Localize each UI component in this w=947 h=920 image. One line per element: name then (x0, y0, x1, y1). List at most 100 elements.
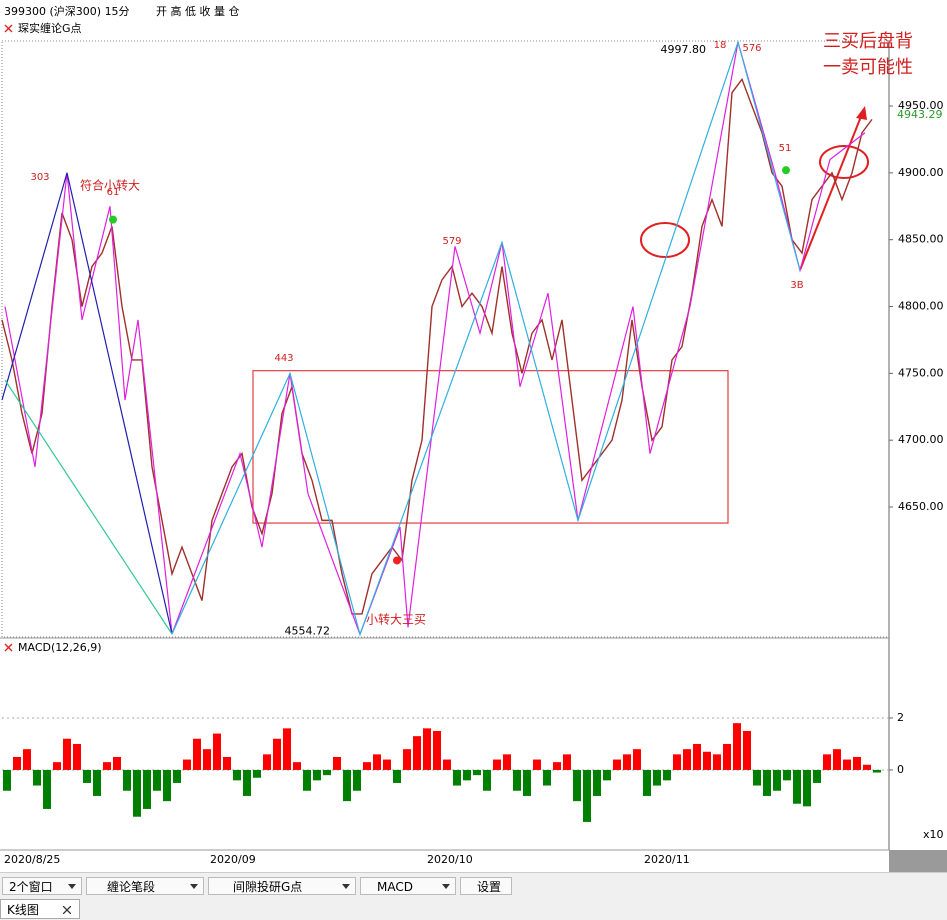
annotation: 303 (30, 172, 49, 183)
corner (889, 850, 947, 872)
macd-bar (83, 769, 91, 783)
macd-bar (213, 733, 221, 770)
macd-bar (133, 769, 141, 817)
macd-bar (93, 769, 101, 796)
macd-bar (613, 759, 621, 770)
annotation: 3B (790, 280, 803, 291)
y-tick-label: 4700.00 (898, 433, 944, 446)
macd-bar (763, 769, 771, 796)
macd-bar (833, 749, 841, 770)
macd-bar (723, 743, 731, 770)
macd-bar (223, 756, 231, 770)
macd-bar (813, 769, 821, 783)
macd-bar (673, 754, 681, 770)
tab-close[interactable] (63, 906, 71, 914)
annotation: 18 (714, 40, 727, 51)
close-icon[interactable] (4, 24, 13, 33)
macd-bar (103, 762, 111, 770)
low-label: 4554.72 (285, 624, 331, 637)
macd-bar (513, 769, 521, 791)
macd-bar (663, 769, 671, 781)
signal-dot (393, 556, 401, 565)
toolbar-button[interactable]: 设置 (460, 877, 512, 895)
chart: 399300 (沪深300) 15分 开 高 低 收 量 仓 琛实缠论G点 MA… (0, 4, 947, 872)
price-line (1, 77, 873, 615)
annotation: 三买后盘背 (823, 31, 913, 52)
tab[interactable]: K线图 (0, 899, 80, 919)
annotation: 579 (442, 236, 461, 247)
macd-bar (203, 749, 211, 770)
toolbar-button[interactable]: 2个窗口 (2, 877, 82, 895)
macd-bar (413, 736, 421, 770)
toolbar: 2个窗口 缠论笔段 间隙投研G点 MACD 设置 K线图 (0, 872, 947, 920)
macd-bar (533, 759, 541, 770)
toolbar-button[interactable]: 间隙投研G点 (208, 877, 356, 895)
annotation: 443 (274, 353, 293, 364)
x-tick-label: 2020/11 (644, 853, 690, 866)
macd-bar (623, 754, 631, 770)
macd-bar (233, 769, 241, 781)
annotation: 一卖可能性 (823, 57, 913, 78)
y-tick-label: 0 (897, 763, 904, 776)
macd-bar (303, 769, 311, 791)
macd-title: MACD(12,26,9) (18, 641, 102, 654)
macd-bar (543, 769, 551, 786)
toolbar-button[interactable]: MACD (360, 877, 456, 895)
macd-bar (593, 769, 601, 796)
macd-bar (843, 759, 851, 770)
macd-bar (493, 759, 501, 770)
signal-dot (782, 166, 790, 175)
axis-unit: x10 (923, 828, 944, 841)
macd-bar (393, 769, 401, 783)
macd-bar (783, 769, 791, 781)
macd-bar (313, 769, 321, 781)
macd-bar (863, 764, 871, 770)
x-tick-label: 2020/09 (210, 853, 256, 866)
macd-bar (793, 769, 801, 804)
annotation: 61 (107, 187, 120, 198)
highlight-circle (819, 145, 869, 179)
macd-bar (463, 769, 471, 781)
macd-bar (383, 759, 391, 770)
last-price: 4943.29 (897, 108, 943, 121)
macd-bar (583, 769, 591, 822)
zone (252, 370, 729, 524)
highlight-circle (640, 222, 690, 258)
macd-bar (503, 754, 511, 770)
macd-bar (603, 769, 611, 781)
macd-bar (153, 769, 161, 791)
arrow (799, 113, 863, 271)
symbol: 399300 (沪深300) 15分 (4, 4, 130, 18)
button-label: 设置 (477, 880, 502, 894)
arrow-head (856, 106, 867, 120)
toolbar-button[interactable]: 缠论笔段 (86, 877, 204, 895)
macd-bar (853, 756, 861, 770)
y-tick-label: 2 (897, 711, 904, 724)
annotation: 576 (742, 43, 761, 54)
button-label: 间隙投研G点 (233, 880, 303, 894)
macd-bar (163, 769, 171, 802)
macd-bar (633, 749, 641, 770)
macd-bar (283, 728, 291, 770)
dropdown-arrow (442, 884, 450, 889)
macd-bar (523, 769, 531, 796)
macd-bar (263, 754, 271, 770)
macd-bar (253, 769, 261, 778)
macd-bar (73, 743, 81, 770)
macd-bar (143, 769, 151, 809)
macd-bar (3, 769, 11, 791)
dropdown-arrow (190, 884, 198, 889)
macd-bar (193, 738, 201, 770)
macd-bar (483, 769, 491, 791)
macd-bar (733, 723, 741, 770)
y-tick-label: 4800.00 (898, 300, 944, 313)
macd-bar (363, 762, 371, 770)
high-label: 4997.80 (661, 43, 707, 56)
annotation: 小转大三买 (366, 612, 426, 627)
close-icon[interactable] (4, 643, 13, 652)
macd-bar (803, 769, 811, 807)
annotation: 51 (779, 143, 792, 154)
y-tick-label: 4650.00 (898, 500, 944, 513)
macd-bar (443, 759, 451, 770)
macd-bar (43, 769, 51, 809)
